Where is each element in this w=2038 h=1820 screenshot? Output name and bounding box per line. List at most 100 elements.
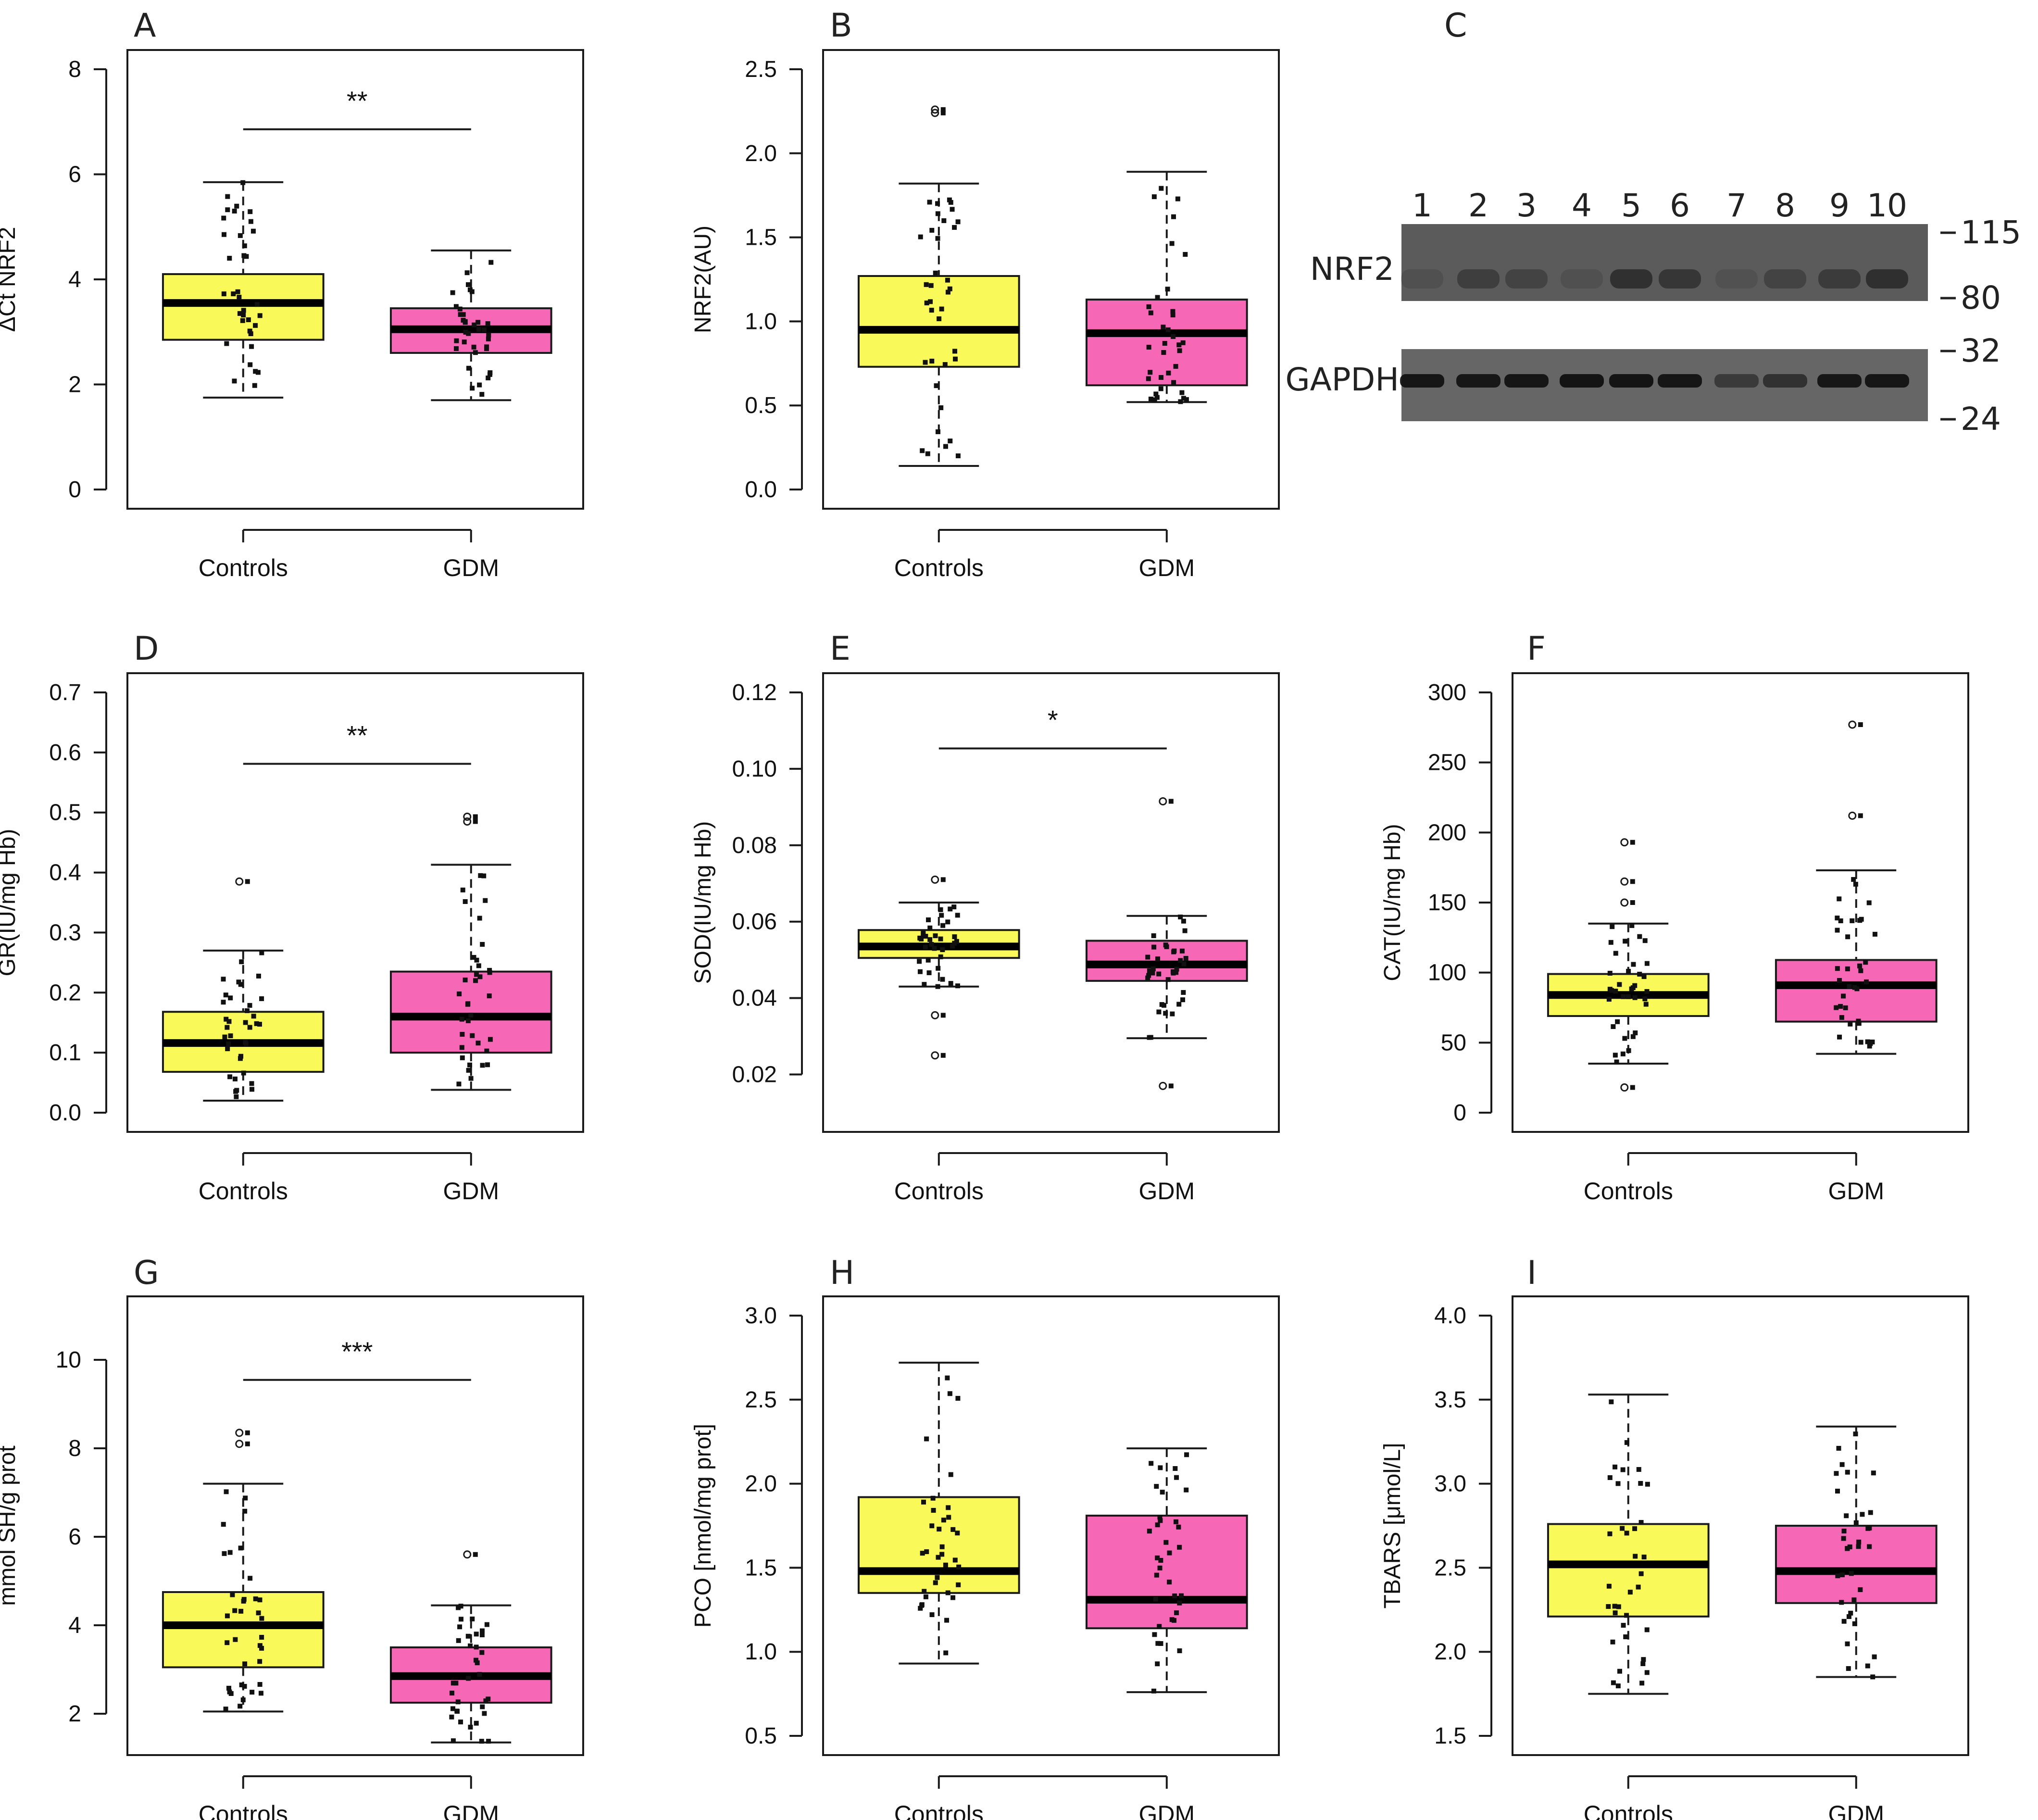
panel-d-y-tick-label: 0.5	[49, 800, 81, 826]
panel-i-controls-point	[1616, 1604, 1621, 1609]
panel-f-controls-point	[1611, 1024, 1616, 1029]
panel-h-gdm-point	[1155, 1661, 1160, 1667]
panel-e-gdm-point	[1156, 1009, 1162, 1015]
panel-h-gdm-point	[1158, 1518, 1163, 1523]
panel-f-controls-point	[1629, 923, 1635, 928]
panel-b-controls-point	[929, 308, 934, 313]
gapdh-band	[1504, 374, 1549, 388]
panel-e-gdm-point	[1174, 966, 1179, 972]
panel-d-y-tick-label: 0.7	[49, 680, 81, 705]
panel-f-controls-point	[1623, 939, 1628, 944]
panel-b-gdm-point	[1151, 194, 1157, 200]
panel-a-gdm-point	[457, 306, 463, 312]
panel-i-gdm-point	[1845, 1641, 1850, 1646]
panel-f-controls-outlier-point	[1630, 879, 1635, 884]
panel-i-gdm-point	[1847, 1544, 1852, 1550]
panel-h-gdm-box	[1085, 1515, 1248, 1630]
panel-h-gdm-point	[1179, 1593, 1184, 1598]
panel-e-controls-point	[927, 937, 933, 942]
panel-i-gdm-point	[1846, 1614, 1851, 1619]
panel-d-controls-outlier-point	[245, 879, 250, 884]
panel-h-controls-point	[947, 1391, 952, 1396]
panel-b-controls-point	[947, 286, 952, 291]
panel-g-controls-point	[257, 1682, 263, 1687]
panel-h-gdm-point	[1173, 1519, 1178, 1524]
panel-g-controls-point	[226, 1685, 231, 1691]
panel-i-controls-point	[1615, 1683, 1621, 1689]
panel-d-gdm-point	[474, 957, 479, 963]
panel-i-y-tick-label: 2.0	[1434, 1639, 1466, 1665]
panel-g-gdm-point	[484, 1622, 489, 1627]
panel-d-y-tick-label: 0.4	[49, 860, 81, 886]
panel-a-gdm-point	[463, 329, 468, 335]
panel-e-gdm-point	[1181, 918, 1186, 924]
panel-g-controls-point	[259, 1645, 264, 1651]
panel-h-gdm-point	[1167, 1580, 1172, 1585]
panel-i-gdm-point	[1871, 1470, 1876, 1476]
panel-f-gdm-point	[1835, 928, 1840, 933]
panel-h-x-tick-label: GDM	[1138, 1801, 1195, 1820]
panel-b-x-tick-label: GDM	[1138, 554, 1195, 581]
panel-i-gdm-point	[1870, 1674, 1875, 1680]
panel-a-y-tick-label: 8	[68, 57, 81, 82]
panel-g-gdm-point	[486, 1739, 491, 1744]
panel-e-controls-point	[922, 982, 927, 987]
panel-d-controls-point	[227, 1074, 233, 1079]
panel-b-gdm-point	[1161, 325, 1166, 330]
panel-f-gdm-point	[1867, 1043, 1872, 1049]
panel-d-controls-point	[244, 1008, 250, 1013]
panel-d-controls-point	[238, 1054, 244, 1059]
panel-d-gdm-point	[465, 1018, 471, 1023]
panel-f-controls-point	[1622, 1036, 1627, 1041]
panel-e-gdm-point	[1181, 990, 1186, 995]
panel-g-gdm-point	[480, 1628, 485, 1633]
panel-h-controls-point	[919, 1603, 925, 1608]
panel-b-controls-point	[925, 451, 930, 456]
panel-f-controls-point	[1606, 997, 1612, 1002]
panel-g-y-label: mmol SH/g prot	[0, 1445, 20, 1606]
panel-a-controls-point	[257, 313, 263, 318]
panel-d-gdm-point	[477, 974, 483, 979]
panel-f-gdm-outlier	[1848, 720, 1857, 729]
panel-b-gdm-point	[1171, 214, 1176, 219]
panel-b-y-tick-label: 2.5	[745, 57, 777, 82]
panel-b-controls-point	[939, 306, 944, 312]
blot-bands	[1400, 269, 1909, 388]
panel-g-controls-point	[238, 1704, 243, 1709]
panel-a-controls-point	[232, 378, 237, 384]
panel-a-gdm-point	[486, 332, 491, 338]
panel-i-controls-point	[1606, 1604, 1611, 1609]
panel-g-gdm-point	[483, 1698, 488, 1704]
panel-f-gdm-point	[1857, 963, 1863, 968]
panel-a-controls-point	[241, 313, 246, 318]
panel-a-controls-point	[232, 209, 237, 214]
panel-h-controls-point	[956, 1564, 962, 1569]
panel-h-gdm-point	[1154, 1572, 1159, 1578]
panel-d-gdm-outlier	[463, 812, 472, 821]
panel-e-controls-point	[917, 969, 923, 974]
panel-d-gdm-point	[487, 993, 492, 999]
panel-a-gdm-point	[488, 370, 493, 376]
panel-e-controls-point	[932, 946, 937, 951]
panel-e-controls-outlier	[931, 1051, 939, 1060]
panel-d-controls-point	[228, 995, 233, 1001]
panel-d-y-tick-label: 0.0	[49, 1100, 81, 1126]
panel-e-x-tick-label: Controls	[894, 1178, 984, 1205]
panel-h-controls-point	[944, 1618, 950, 1623]
nrf2-band	[1561, 269, 1603, 289]
panel-b-controls-box	[857, 275, 1020, 368]
lane-label: 1	[1412, 187, 1432, 224]
panel-h-controls-point	[950, 1527, 956, 1532]
panel-a-controls-point	[237, 295, 242, 300]
panel-b-controls-point	[948, 200, 953, 205]
panel-a-gdm-point	[471, 344, 476, 350]
panel-g-gdm-point	[449, 1714, 454, 1720]
panel-e-gdm-point	[1163, 1011, 1168, 1016]
panel-i-gdm-box	[1775, 1525, 1938, 1604]
panel-d-gdm-point	[474, 972, 479, 977]
panel-h-gdm-point	[1157, 1515, 1163, 1520]
panel-i-controls-point	[1641, 1555, 1647, 1560]
panel-d-x-tick-label: Controls	[199, 1178, 288, 1205]
panel-e-gdm-point	[1172, 948, 1177, 954]
panel-g-gdm-point	[450, 1681, 456, 1686]
